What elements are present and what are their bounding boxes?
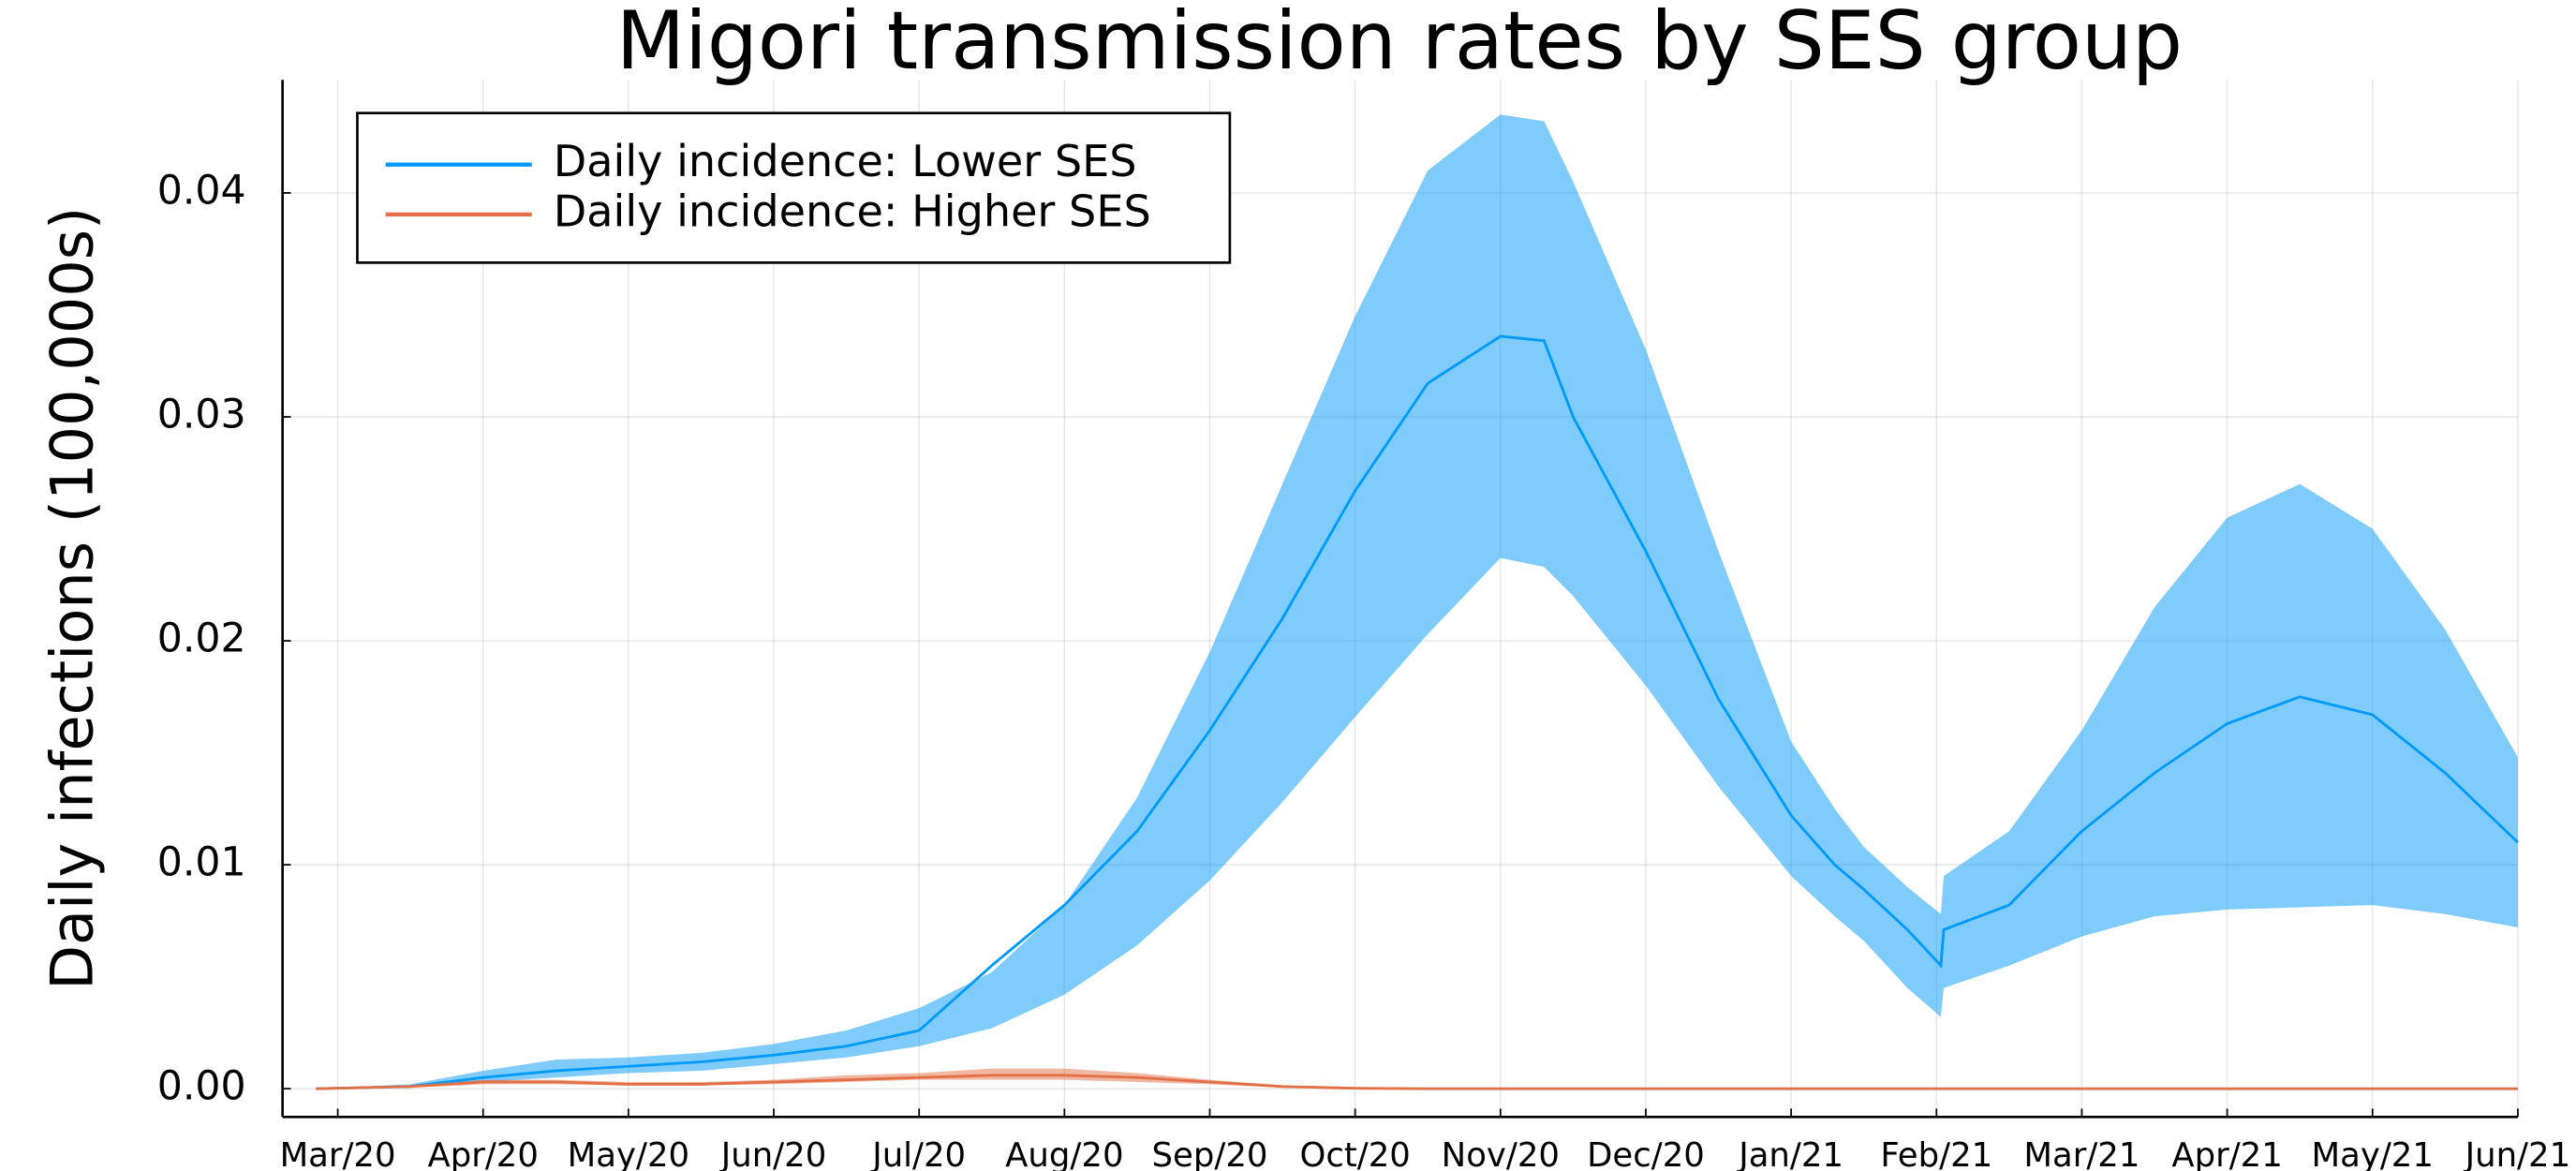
legend-label: Daily incidence: Lower SES <box>554 136 1137 186</box>
x-tick-label: May/20 <box>568 1136 689 1171</box>
x-tick-label: Jun/20 <box>719 1136 827 1171</box>
x-tick-label: Feb/21 <box>1880 1136 1992 1171</box>
x-tick-label: Sep/20 <box>1152 1136 1268 1171</box>
x-tick-label: May/21 <box>2312 1136 2434 1171</box>
y-tick-label: 0.01 <box>157 839 246 886</box>
confidence-band <box>316 114 2518 1089</box>
x-tick-label: Mar/20 <box>280 1136 396 1171</box>
y-tick-label: 0.00 <box>157 1063 246 1110</box>
series-line <box>316 1074 2518 1090</box>
legend-label: Daily incidence: Higher SES <box>554 185 1151 236</box>
legend-box <box>356 111 1232 264</box>
series-line <box>316 334 2519 1090</box>
chart-title: Migori transmission rates by SES group <box>616 0 2183 88</box>
y-tick-label: 0.04 <box>157 167 246 214</box>
x-tick-label: Jan/21 <box>1737 1136 1843 1171</box>
y-tick-label: 0.02 <box>157 615 246 662</box>
y-axis-label: Daily infections (100,000s) <box>38 207 107 990</box>
x-tick-label: Jun/21 <box>2464 1136 2571 1171</box>
x-tick-label: Jul/20 <box>870 1136 966 1171</box>
x-tick-label: Oct/20 <box>1299 1136 1410 1171</box>
x-tick-label: Apr/20 <box>428 1136 539 1171</box>
y-tick-label: 0.03 <box>157 391 246 437</box>
x-tick-label: Aug/20 <box>1005 1136 1123 1171</box>
x-tick-label: Dec/20 <box>1587 1136 1705 1171</box>
x-tick-label: Nov/20 <box>1442 1136 1560 1171</box>
x-tick-label: Apr/21 <box>2171 1136 2282 1171</box>
x-tick-label: Mar/21 <box>2023 1136 2139 1171</box>
